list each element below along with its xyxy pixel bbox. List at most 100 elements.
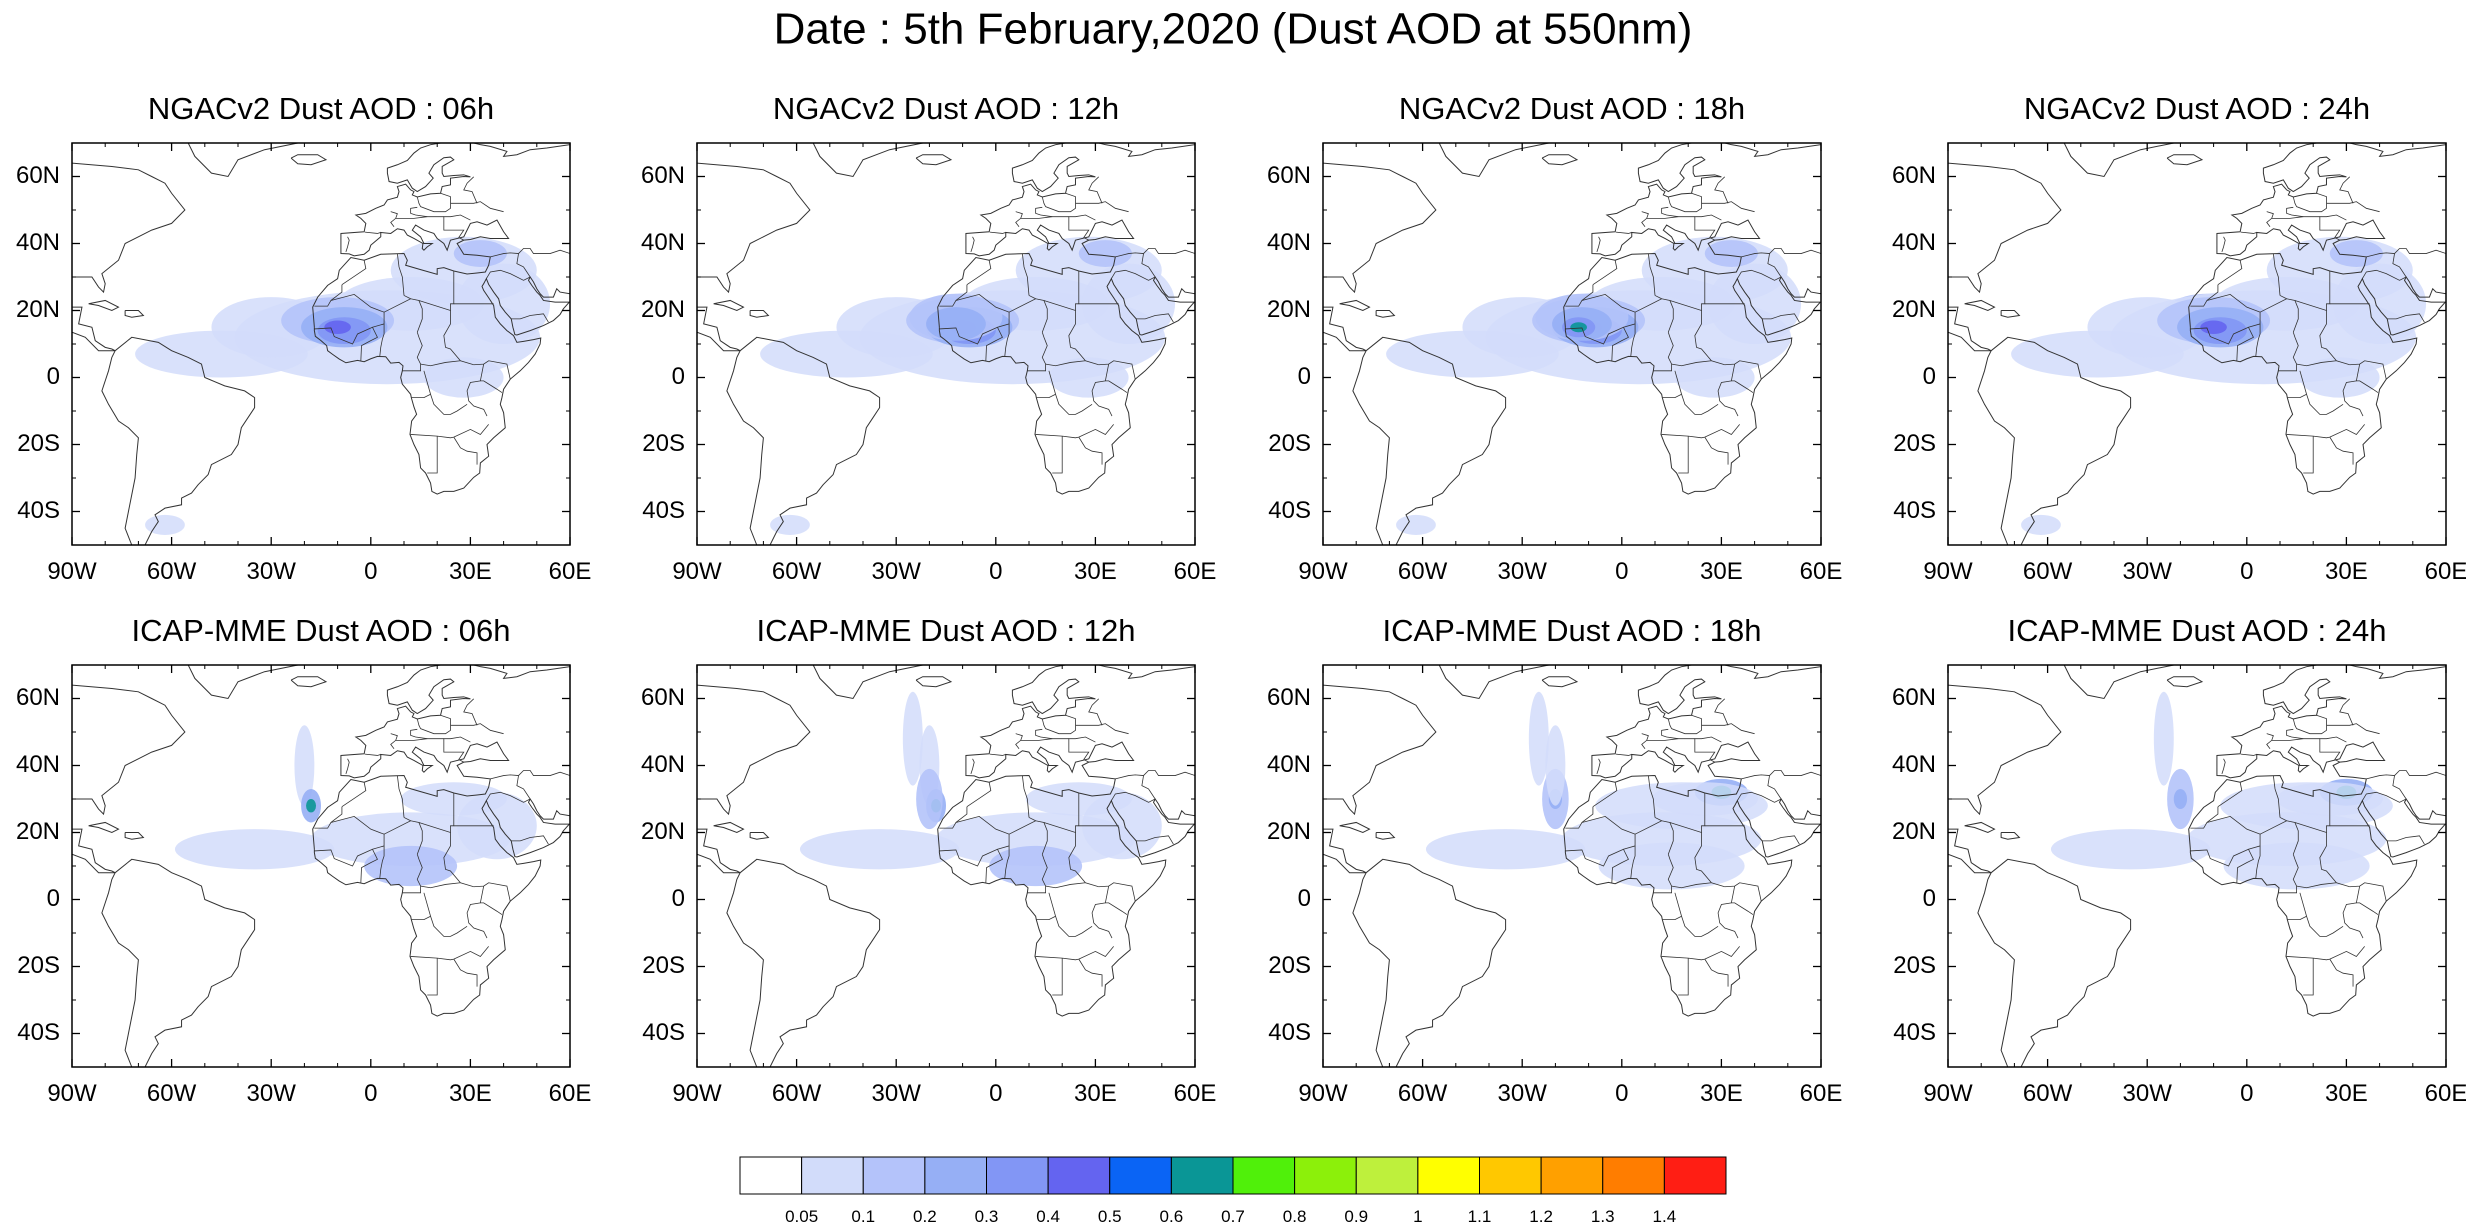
country-border — [1136, 313, 1174, 323]
y-tick-label: 60N — [16, 684, 60, 711]
country-border — [2286, 946, 2365, 961]
colorbar-label: 1.1 — [1468, 1207, 1492, 1222]
country-border — [2329, 436, 2354, 465]
aod-blob — [1425, 829, 1586, 870]
colorbar-swatch — [1170, 1156, 1234, 1195]
country-border — [1730, 886, 1754, 915]
country-border — [1662, 393, 1682, 399]
coastline — [187, 143, 299, 178]
x-tick-label: 60E — [2425, 1080, 2466, 1107]
country-border — [1647, 775, 1656, 818]
country-border — [1611, 849, 1629, 883]
country-border — [2355, 886, 2379, 915]
country-border — [473, 882, 511, 902]
y-tick-label: 0 — [1298, 363, 1311, 390]
country-border — [1036, 393, 1056, 399]
country-border — [1091, 380, 1113, 417]
colorbar-label: 1.2 — [1529, 1207, 1553, 1222]
country-border — [1653, 332, 1674, 372]
country-border — [1592, 782, 1618, 808]
country-border — [1043, 792, 1080, 834]
country-border — [2299, 892, 2344, 937]
coastline — [1948, 684, 2062, 816]
country-border — [364, 231, 381, 234]
country-border — [463, 176, 478, 204]
colorbar-swatch — [1232, 1156, 1296, 1195]
country-border — [1110, 269, 1156, 281]
country-border — [2266, 216, 2320, 227]
aod-field — [2050, 691, 2393, 890]
country-border — [1634, 298, 1674, 333]
aod-blob — [2299, 357, 2380, 398]
y-tick-label: 60N — [1267, 162, 1311, 189]
country-border — [1704, 958, 1729, 987]
aod-field — [1425, 691, 1768, 890]
country-border — [1701, 201, 1755, 213]
coastline — [2063, 143, 2175, 178]
x-tick-label: 30E — [449, 1080, 492, 1107]
y-tick-label: 40N — [641, 229, 685, 256]
coastline — [915, 676, 953, 688]
country-border — [1015, 738, 1069, 749]
country-border — [440, 192, 451, 204]
y-tick-label: 40N — [1892, 751, 1936, 778]
figure-title: Date : 5th February,2020 (Dust AOD at 55… — [774, 5, 1693, 54]
country-border — [2272, 775, 2281, 818]
country-border — [427, 958, 438, 996]
aod-field — [1386, 236, 1802, 535]
country-border — [1078, 958, 1103, 987]
country-border — [989, 753, 1006, 756]
colorbar-label: 0.2 — [913, 1207, 937, 1222]
coastline — [1563, 143, 1821, 328]
country-border — [1035, 946, 1114, 961]
map-panel: ICAP-MME Dust AOD : 12h 90W 60W 30W 0 30E 60E 6… — [641, 613, 1216, 1107]
coastline — [290, 154, 328, 166]
aod-blob — [1545, 725, 1566, 806]
country-border — [410, 728, 428, 740]
country-border — [1615, 231, 1632, 234]
country-border — [1671, 882, 1712, 889]
country-border — [2326, 723, 2380, 735]
country-border — [1004, 323, 1010, 357]
colorbar-swatch — [1602, 1156, 1665, 1195]
country-border — [2303, 436, 2314, 474]
country-border — [402, 854, 423, 894]
aod-blob — [457, 792, 537, 860]
x-tick-label: 60W — [2023, 558, 2073, 585]
aod-blob — [324, 320, 351, 334]
country-border — [416, 196, 451, 213]
x-tick-label: 60E — [1800, 1080, 1843, 1107]
country-border — [1769, 770, 1821, 776]
country-border — [1647, 253, 1656, 296]
y-tick-label: 60N — [1267, 684, 1311, 711]
country-border — [463, 698, 478, 726]
coastlines — [697, 143, 1195, 545]
country-border — [1641, 733, 1649, 741]
country-border — [511, 835, 549, 845]
country-border — [411, 393, 431, 399]
country-border — [1717, 380, 1739, 417]
y-tick-label: 60N — [1892, 162, 1936, 189]
country-border — [485, 791, 531, 803]
x-tick-label: 0 — [989, 1080, 1002, 1107]
country-border — [1653, 854, 1674, 894]
country-border — [1143, 770, 1195, 776]
country-border — [1088, 698, 1103, 726]
y-tick-label: 40S — [1268, 497, 1311, 524]
country-border — [1724, 360, 1762, 380]
coastline — [2188, 665, 2446, 850]
coastline — [101, 336, 256, 545]
y-tick-label: 0 — [1298, 885, 1311, 912]
aod-blob — [1078, 240, 1132, 267]
country-border — [1065, 192, 1076, 204]
country-border — [364, 753, 381, 756]
y-tick-label: 60N — [641, 684, 685, 711]
coastline — [2188, 143, 2446, 328]
country-border — [345, 758, 350, 775]
country-border — [1724, 882, 1762, 902]
map-panel: ICAP-MME Dust AOD : 18h 90W 60W 30W 0 30E 60E 6… — [1267, 613, 1842, 1107]
country-border — [1654, 295, 1662, 300]
coastline — [312, 143, 570, 328]
aod-field — [135, 236, 551, 535]
